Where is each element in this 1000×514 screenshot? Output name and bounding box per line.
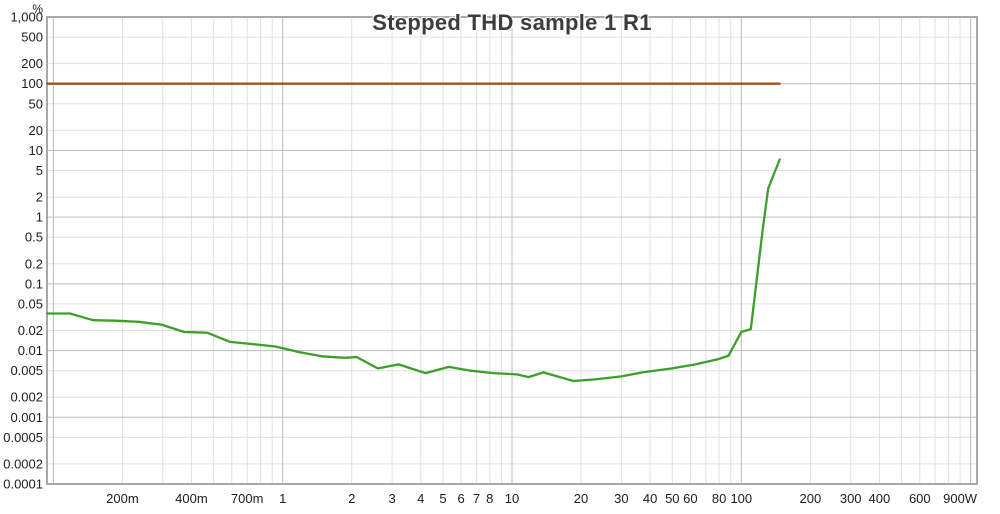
y-tick-label: 1,000 (10, 10, 43, 25)
y-tick-label: 0.0005 (3, 430, 43, 445)
series-thd-vs-power (46, 158, 781, 383)
y-tick-label: 5 (36, 163, 43, 178)
x-tick-label: 400m (175, 491, 208, 506)
y-axis-unit-label: % (32, 2, 43, 16)
y-tick-label: 1 (36, 210, 43, 225)
y-tick-label: 2 (36, 190, 43, 205)
y-tick-label: 200 (21, 56, 43, 71)
x-tick-label: 30 (614, 491, 628, 506)
y-tick-label: 0.01 (18, 343, 43, 358)
y-tick-label: 10 (29, 143, 43, 158)
y-tick-label: 0.001 (10, 410, 43, 425)
y-tick-label: 0.2 (25, 256, 43, 271)
x-tick-label: 4 (417, 491, 424, 506)
x-tick-label: 80 (712, 491, 726, 506)
x-tick-label: 5 (439, 491, 446, 506)
x-tick-label: 7 (473, 491, 480, 506)
x-tick-label: 900W (943, 491, 978, 506)
plot-border-rect (46, 16, 978, 485)
y-tick-label: 0.002 (10, 390, 43, 405)
y-tick-label: 0.02 (18, 323, 43, 338)
y-tick-label: 20 (29, 123, 43, 138)
x-tick-label: 60 (683, 491, 697, 506)
x-tick-label: 700m (231, 491, 264, 506)
x-tick-label: 200m (106, 491, 139, 506)
x-tick-label: 8 (486, 491, 493, 506)
x-tick-label: 20 (574, 491, 588, 506)
x-tick-label: 1 (279, 491, 286, 506)
y-tick-label: 0.0002 (3, 456, 43, 471)
y-tick-label: 0.5 (25, 230, 43, 245)
x-tick-label: 10 (505, 491, 519, 506)
x-tick-label: 100 (730, 491, 752, 506)
y-tick-label: 100 (21, 76, 43, 91)
grid-minor-lines (47, 17, 977, 484)
x-tick-label: 6 (457, 491, 464, 506)
y-tick-label: 0.0001 (3, 477, 43, 492)
axis-tick-labels: 1,000 500 200 100 50 20 10 5 2 1 0.5 0.2 0.1 0.05 0.02… (3, 10, 978, 507)
data-series (46, 82, 781, 383)
x-tick-label: 300 (840, 491, 862, 506)
grid-major-lines (47, 16, 977, 485)
x-tick-label: 200 (800, 491, 822, 506)
plot-border (46, 16, 978, 485)
y-tick-label: 0.05 (18, 296, 43, 311)
x-tick-label: 600 (909, 491, 931, 506)
x-tick-label: 40 (643, 491, 657, 506)
x-tick-label: 50 (665, 491, 679, 506)
y-tick-label: 500 (21, 30, 43, 45)
y-tick-label: 0.005 (10, 363, 43, 378)
y-tick-label: 0.1 (25, 276, 43, 291)
x-tick-label: 3 (388, 491, 395, 506)
x-tick-label: 400 (869, 491, 891, 506)
y-tick-label: 50 (29, 96, 43, 111)
x-tick-label: 2 (348, 491, 355, 506)
